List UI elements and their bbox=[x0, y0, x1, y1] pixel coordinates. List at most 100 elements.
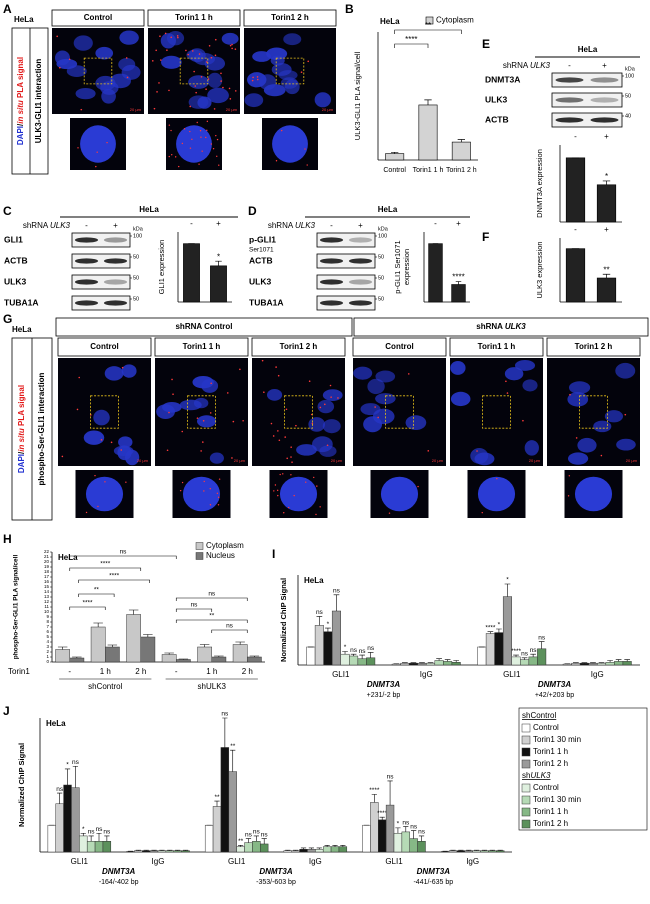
bar bbox=[220, 747, 230, 853]
pla-dot bbox=[417, 485, 419, 488]
bar bbox=[443, 661, 453, 666]
pla-dot bbox=[308, 380, 311, 382]
error-bar bbox=[521, 657, 528, 660]
pla-dot bbox=[78, 376, 81, 379]
error-bar bbox=[455, 281, 462, 285]
pla-dot bbox=[222, 86, 224, 89]
zoom-box bbox=[482, 395, 511, 429]
x-tick-label: GLI1 bbox=[503, 670, 521, 679]
pla-dot bbox=[575, 437, 578, 439]
error-bar bbox=[615, 659, 622, 662]
error-bar bbox=[182, 849, 189, 851]
lane-label: - bbox=[330, 221, 333, 230]
column-header: Torin1 1 h bbox=[183, 342, 221, 351]
x-tick-label: 1 h bbox=[100, 667, 111, 676]
band-label: p-GLI1 bbox=[249, 234, 276, 244]
bar bbox=[418, 104, 438, 161]
pla-dot bbox=[569, 393, 571, 396]
significance-bracket bbox=[394, 43, 429, 48]
stain-label-part: DAPI bbox=[16, 126, 25, 145]
x-tick-label: GLI1 bbox=[385, 857, 403, 866]
bar bbox=[451, 662, 461, 666]
error-bar bbox=[342, 651, 348, 655]
pla-dot bbox=[228, 87, 231, 90]
panel-label: A bbox=[3, 2, 12, 16]
significance-bracket bbox=[78, 579, 150, 583]
bar bbox=[212, 806, 222, 853]
pla-dot bbox=[216, 492, 219, 495]
zoom-box bbox=[275, 57, 305, 85]
nucleus bbox=[296, 444, 317, 456]
pla-dot bbox=[203, 480, 205, 483]
nucleus bbox=[616, 438, 636, 451]
bar bbox=[520, 659, 530, 666]
lane-label: + bbox=[602, 61, 607, 70]
nucleus bbox=[577, 437, 597, 453]
blot-strip bbox=[316, 253, 376, 269]
significance-bracket bbox=[69, 606, 106, 610]
nucleus bbox=[514, 360, 536, 371]
nucleus bbox=[380, 476, 419, 512]
error-bar bbox=[403, 826, 409, 832]
error-bar bbox=[350, 653, 357, 656]
error-bar bbox=[424, 99, 432, 105]
y-axis-label: ULK3-GLI1 PLA signal/cell bbox=[353, 51, 362, 140]
bar bbox=[440, 851, 450, 853]
nucleus bbox=[197, 96, 212, 109]
zoom-box bbox=[385, 395, 414, 429]
significance: ns bbox=[253, 829, 261, 836]
x-tick-label: 2 h bbox=[242, 667, 253, 676]
pla-dot bbox=[216, 155, 218, 157]
nucleus bbox=[405, 415, 427, 431]
error-bar bbox=[371, 794, 377, 803]
interaction-label: phospho-Ser-GLI1 interaction bbox=[37, 372, 46, 485]
nucleus bbox=[470, 448, 489, 464]
bar bbox=[408, 662, 418, 666]
pla-dot bbox=[252, 76, 254, 79]
legend-swatch bbox=[425, 16, 434, 25]
error-bar bbox=[581, 662, 588, 664]
pla-dot bbox=[196, 121, 198, 124]
bar bbox=[314, 625, 324, 666]
nucleus bbox=[66, 65, 87, 77]
pla-dot bbox=[181, 142, 184, 145]
y-tick-label: 16 bbox=[44, 579, 50, 584]
pla-dot bbox=[59, 66, 61, 69]
legend-label: Torin1 2 h bbox=[533, 759, 568, 768]
nucleus bbox=[450, 391, 471, 407]
nucleus bbox=[363, 416, 383, 433]
error-bar bbox=[214, 800, 220, 807]
pla-dot bbox=[200, 450, 202, 452]
y-axis-label: Normalized ChIP Signal bbox=[279, 578, 288, 662]
band bbox=[348, 258, 373, 264]
pla-dot bbox=[277, 430, 279, 432]
pla-dot bbox=[168, 124, 171, 126]
bar bbox=[622, 661, 632, 666]
y-tick-label: 21 bbox=[44, 554, 50, 559]
stain-label: DAPI/in situ PLA signal bbox=[17, 385, 26, 473]
significance: ns bbox=[538, 634, 546, 641]
error-bar bbox=[411, 830, 417, 839]
bar bbox=[283, 850, 292, 853]
bar bbox=[596, 184, 617, 223]
stain-label-part: in situ bbox=[17, 428, 26, 452]
x-tick-label: - bbox=[574, 132, 577, 141]
pla-dot bbox=[234, 90, 237, 92]
blot-strip bbox=[71, 274, 131, 290]
pla-dot bbox=[251, 79, 254, 82]
significance: * bbox=[498, 622, 501, 629]
bar bbox=[349, 655, 359, 666]
error-bar bbox=[80, 832, 86, 836]
error-bar bbox=[293, 849, 299, 851]
nucleus bbox=[312, 436, 333, 453]
nucleus bbox=[593, 420, 612, 433]
legend-label: Cytoplasm bbox=[436, 16, 474, 25]
pla-dot bbox=[68, 58, 71, 61]
significance: ns bbox=[316, 609, 324, 616]
pla-dot bbox=[155, 49, 157, 52]
bar bbox=[571, 662, 581, 666]
pla-dot bbox=[283, 512, 285, 514]
nucleus bbox=[118, 436, 133, 449]
legend-swatch bbox=[521, 783, 531, 793]
